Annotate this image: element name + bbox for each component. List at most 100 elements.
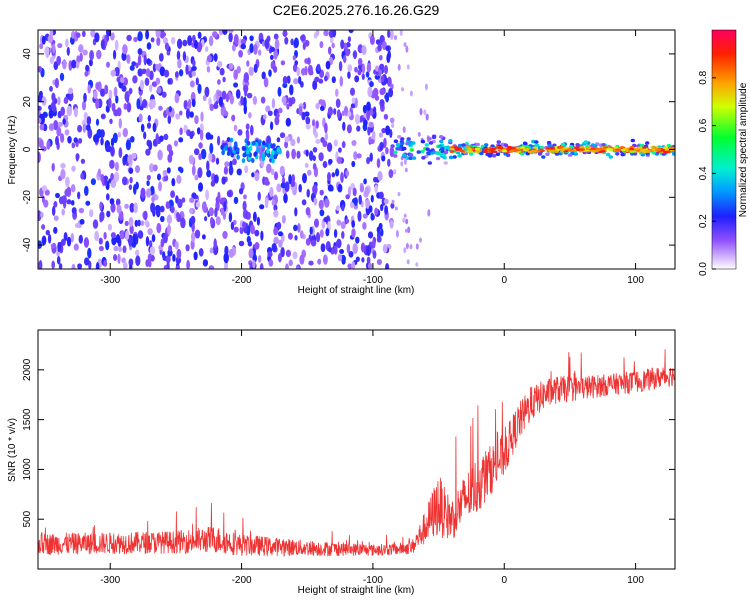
spectrogram-x-tick-label: -300 [100, 275, 120, 286]
spectrogram-cell [226, 137, 231, 142]
spectrogram-cell [379, 99, 385, 108]
spectrogram-cell [318, 78, 324, 84]
spectrogram-cell [485, 152, 490, 157]
spectrogram-cell [372, 106, 377, 114]
spectrogram-cell [340, 172, 344, 183]
spectrogram-cell [216, 135, 221, 146]
spectrogram-cell [208, 134, 214, 140]
spectrogram-cell [403, 213, 407, 218]
spectrogram-cell [270, 168, 275, 176]
spectrogram-cell [267, 251, 273, 258]
spectrogram-cell [53, 226, 58, 234]
spectrogram-cell [187, 98, 192, 109]
spectrogram-cell [226, 190, 232, 198]
spectrogram-cell [107, 97, 112, 109]
spectrogram-cell [246, 211, 251, 220]
spectrogram-cell [357, 69, 362, 76]
spectrogram-cell [209, 247, 214, 254]
spectrogram-cell [276, 221, 282, 230]
spectrogram-cell [311, 119, 316, 127]
spectrogram-cell [292, 63, 298, 73]
spectrogram-cell [347, 64, 353, 72]
spectrogram-cell [378, 132, 384, 138]
spectrogram-cell [124, 220, 129, 227]
spectrogram-cell [189, 80, 195, 88]
spectrogram-cell [301, 199, 307, 206]
spectrogram-cell [277, 107, 283, 114]
spectrogram-cell [379, 63, 385, 71]
spectrogram-cell [461, 143, 466, 147]
spectrogram-cell [89, 49, 95, 61]
spectrogram-cell [252, 259, 256, 269]
snr-x-label: Height of straight line (km) [298, 585, 415, 596]
spectrogram-cell [103, 231, 107, 240]
spectrogram-cell [637, 146, 643, 149]
spectrogram-cell [230, 152, 234, 158]
spectrogram-cell [287, 232, 293, 240]
spectrogram-cell [172, 254, 176, 262]
spectrogram-cell [41, 235, 47, 246]
spectrogram-cell [358, 194, 362, 205]
spectrogram-cell [538, 148, 544, 151]
spectrogram-cell [41, 96, 47, 106]
spectrogram-cell [366, 256, 371, 264]
spectrogram-cell [246, 140, 251, 146]
spectrogram-cell [221, 150, 225, 156]
spectrogram-cell [202, 259, 209, 267]
spectrogram-cell [415, 262, 419, 267]
spectrogram-cell [323, 216, 329, 223]
spectrogram-cell [316, 63, 321, 72]
spectrogram-cell [352, 187, 357, 197]
spectrogram-cell [386, 53, 391, 64]
spectrogram-cell [175, 265, 180, 269]
spectrogram-cell [203, 216, 208, 222]
spectrogram-cell [408, 153, 414, 157]
spectrogram-cell [170, 190, 176, 199]
spectrogram-cell [248, 66, 254, 76]
spectrogram-cell [284, 181, 290, 193]
spectrogram-cell [314, 76, 320, 82]
spectrogram-cell [586, 146, 592, 149]
spectrogram-cell [385, 147, 389, 155]
spectrogram-cell [283, 193, 288, 204]
spectrogram-cell [194, 115, 199, 125]
spectrogram-cell [393, 139, 399, 143]
spectrogram-cell [100, 137, 104, 146]
spectrogram-cell [305, 149, 309, 157]
spectrogram-cell [233, 196, 239, 205]
spectrogram-cell [271, 98, 276, 109]
spectrogram-cell [671, 152, 675, 156]
spectrogram-cell [296, 66, 300, 77]
spectrogram-cell [286, 103, 290, 110]
spectrogram-cell [537, 152, 543, 156]
spectrogram-cell [280, 60, 286, 66]
spectrogram-cell [290, 138, 296, 147]
spectrogram-cell [319, 209, 325, 217]
spectrogram-cell [503, 143, 509, 148]
spectrogram-cell [351, 140, 357, 146]
spectrogram-cell [47, 34, 54, 43]
spectrogram-cell [139, 79, 145, 91]
spectrogram-cell [141, 68, 147, 75]
spectrogram-cell [278, 239, 283, 248]
spectrogram-cell [515, 146, 521, 150]
spectrogram-cell [347, 111, 352, 117]
spectrogram-cell [53, 215, 59, 221]
spectrogram-cell [563, 150, 569, 153]
spectrogram-cell [233, 82, 239, 88]
spectrogram-cell [440, 149, 445, 154]
spectrogram-cell [656, 148, 662, 151]
spectrogram-cell [67, 135, 72, 144]
spectrogram-cell [152, 122, 157, 133]
spectrogram-cell [430, 151, 435, 155]
spectrogram-cell [38, 105, 42, 112]
spectrogram-cell [606, 152, 611, 157]
spectrogram-cell [55, 135, 59, 146]
spectrogram-cell [336, 219, 342, 226]
spectrogram-cell [256, 147, 261, 153]
spectrogram-cell [110, 32, 115, 41]
spectrogram-cell [427, 136, 432, 141]
spectrogram-cell [96, 49, 102, 60]
spectrogram-cell [252, 211, 257, 223]
spectrogram-cell [51, 260, 56, 269]
